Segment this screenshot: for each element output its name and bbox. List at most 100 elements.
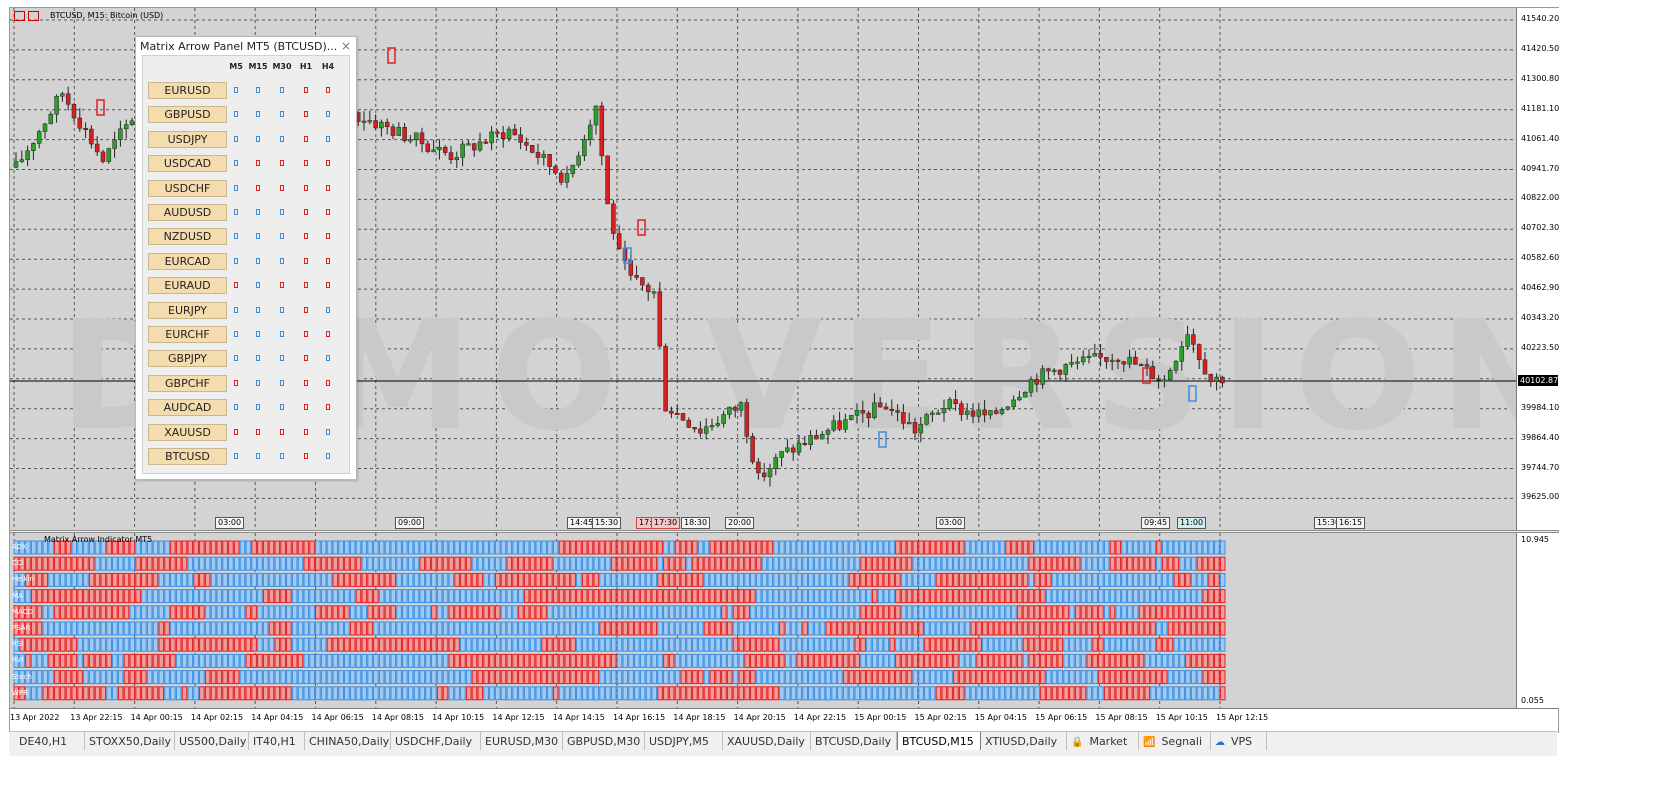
matrix-cell xyxy=(564,572,571,587)
matrix-cell xyxy=(883,621,890,636)
matrix-cell xyxy=(709,653,716,668)
matrix-cell xyxy=(216,572,223,587)
matrix-cell xyxy=(494,686,501,701)
symbol-button-audcad[interactable]: AUDCAD xyxy=(148,399,227,417)
matrix-cell xyxy=(1086,670,1093,685)
matrix-cell xyxy=(755,572,762,587)
matrix-cell xyxy=(158,686,165,701)
symbol-button-eurcad[interactable]: EURCAD xyxy=(148,252,227,270)
matrix-arrow-panel[interactable]: Matrix Arrow Panel MT5 (BTCUSD)... × M5 M… xyxy=(135,36,357,480)
matrix-cell xyxy=(390,637,397,652)
chart-tab-segnali[interactable]: 📶 Segnali xyxy=(1139,732,1211,751)
symbol-button-gbpjpy[interactable]: GBPJPY xyxy=(148,350,227,368)
price-chart[interactable]: DEMO VERSION BTCUSD, M15: Bitcoin (USD) … xyxy=(10,8,1516,530)
chart-tab-btcusd-daily[interactable]: BTCUSD,Daily xyxy=(811,732,897,751)
symbol-button-usdcad[interactable]: USDCAD xyxy=(148,155,227,173)
symbol-button-usdchf[interactable]: USDCHF xyxy=(148,179,227,197)
symbol-button-eurchf[interactable]: EURCHF xyxy=(148,326,227,343)
chart-properties-icon[interactable] xyxy=(14,11,25,21)
matrix-cell xyxy=(1016,540,1023,555)
candle-body xyxy=(100,151,106,162)
chart-tab-it40-h1[interactable]: IT40,H1 xyxy=(249,732,305,751)
matrix-cell xyxy=(599,605,605,620)
chart-tab-gbpusd-m30[interactable]: GBPUSD,M30 xyxy=(563,732,645,751)
chart-tab-stoxx50-daily[interactable]: STOXX50,Daily xyxy=(85,732,175,751)
matrix-cell xyxy=(686,572,692,587)
matrix-cell xyxy=(1022,621,1029,636)
symbol-button-nzdusd[interactable]: NZDUSD xyxy=(148,228,227,246)
matrix-cell xyxy=(251,637,257,652)
symbol-button-eurjpy[interactable]: EURJPY xyxy=(148,301,227,319)
symbol-button-btcusd[interactable]: BTCUSD xyxy=(148,448,227,465)
chart-tab-vps[interactable]: ☁ VPS xyxy=(1211,732,1267,751)
signal-cell xyxy=(234,355,238,362)
chart-window[interactable]: DEMO VERSION BTCUSD, M15: Bitcoin (USD) … xyxy=(9,7,1559,733)
symbol-button-gbpchf[interactable]: GBPCHF xyxy=(148,374,227,392)
chart-tab-xtiusd-daily[interactable]: XTIUSD,Daily xyxy=(981,732,1067,751)
symbol-button-audusd[interactable]: AUDUSD xyxy=(148,204,227,221)
matrix-cell xyxy=(77,605,83,620)
matrix-cell xyxy=(1022,686,1029,701)
matrix-cell xyxy=(512,572,518,587)
chart-tab-usdjpy-m5[interactable]: USDJPY,M5 xyxy=(645,732,723,751)
candle-body xyxy=(1011,399,1016,408)
matrix-cell xyxy=(83,540,89,555)
matrix-cell xyxy=(158,653,165,668)
close-icon[interactable]: × xyxy=(340,39,351,53)
matrix-cell xyxy=(819,686,826,701)
matrix-cell xyxy=(338,621,344,636)
candle-body xyxy=(431,149,436,152)
chart-tab-market[interactable]: 🔒 Market xyxy=(1067,732,1139,751)
chart-tab-xauusd-daily[interactable]: XAUUSD,Daily xyxy=(723,732,811,751)
chart-tab-china50-daily[interactable]: CHINA50,Daily xyxy=(305,732,391,751)
matrix-cell xyxy=(535,605,542,620)
chart-tab-eurusd-m30[interactable]: EURUSD,M30 xyxy=(481,732,563,751)
subwindow-separator[interactable] xyxy=(10,530,1558,533)
matrix-cell xyxy=(361,637,368,652)
chart-tab-us500-daily[interactable]: US500,Daily xyxy=(175,732,249,751)
candle-body xyxy=(906,422,912,425)
matrix-cell xyxy=(581,605,588,620)
matrix-cell xyxy=(732,621,739,636)
matrix-cell xyxy=(71,670,78,685)
symbol-button-xauusd[interactable]: XAUUSD xyxy=(148,423,227,441)
symbol-button-gbpusd[interactable]: GBPUSD xyxy=(148,106,227,124)
matrix-cell xyxy=(77,589,83,604)
symbol-button-eurusd[interactable]: EURUSD xyxy=(148,82,227,99)
time-axis[interactable]: 13 Apr 2022 13 Apr 22:15 14 Apr 00:15 14 Ap… xyxy=(10,708,1558,733)
matrix-cell xyxy=(825,637,832,652)
matrix-cell xyxy=(489,653,495,668)
matrix-cell xyxy=(1121,653,1127,668)
matrix-cell xyxy=(721,621,727,636)
indicator-subwindow[interactable]: Matrix Arrow Indicator MT5 ADX CCI Heikin M… xyxy=(10,533,1516,708)
matrix-cell xyxy=(645,621,652,636)
chart-tab-usdchf-daily[interactable]: USDCHF,Daily xyxy=(391,732,481,751)
matrix-cell xyxy=(634,605,640,620)
matrix-cell xyxy=(59,670,66,685)
matrix-cell xyxy=(634,556,640,571)
candle-body xyxy=(396,127,402,136)
price-axis[interactable]: 41540.20 41420.50 41300.80 41181.10 41061.40… xyxy=(1516,8,1559,530)
matrix-cell xyxy=(1057,605,1064,620)
matrix-cell xyxy=(703,686,710,701)
matrix-cell xyxy=(709,540,716,555)
matrix-cell xyxy=(651,556,658,571)
chart-tab-btcusd-m15[interactable]: BTCUSD,M15 xyxy=(897,732,981,751)
matrix-cell xyxy=(1173,686,1180,701)
chart-trade-icon[interactable] xyxy=(28,11,39,21)
matrix-cell xyxy=(634,589,640,604)
symbol-button-usdjpy[interactable]: USDJPY xyxy=(148,130,227,148)
matrix-cell xyxy=(245,605,252,620)
matrix-cell xyxy=(802,540,808,555)
matrix-cell xyxy=(512,556,518,571)
symbol-button-euraud[interactable]: EURAUD xyxy=(148,277,227,295)
chart-symbol-icons[interactable] xyxy=(14,11,42,24)
chart-tab-de40-h1[interactable]: DE40,H1 xyxy=(15,732,85,751)
matrix-cell xyxy=(88,653,95,668)
matrix-cell xyxy=(1138,653,1145,668)
matrix-cell xyxy=(634,621,640,636)
matrix-cell xyxy=(442,686,449,701)
matrix-cell xyxy=(245,540,252,555)
matrix-cell xyxy=(170,653,176,668)
matrix-cell xyxy=(645,540,652,555)
